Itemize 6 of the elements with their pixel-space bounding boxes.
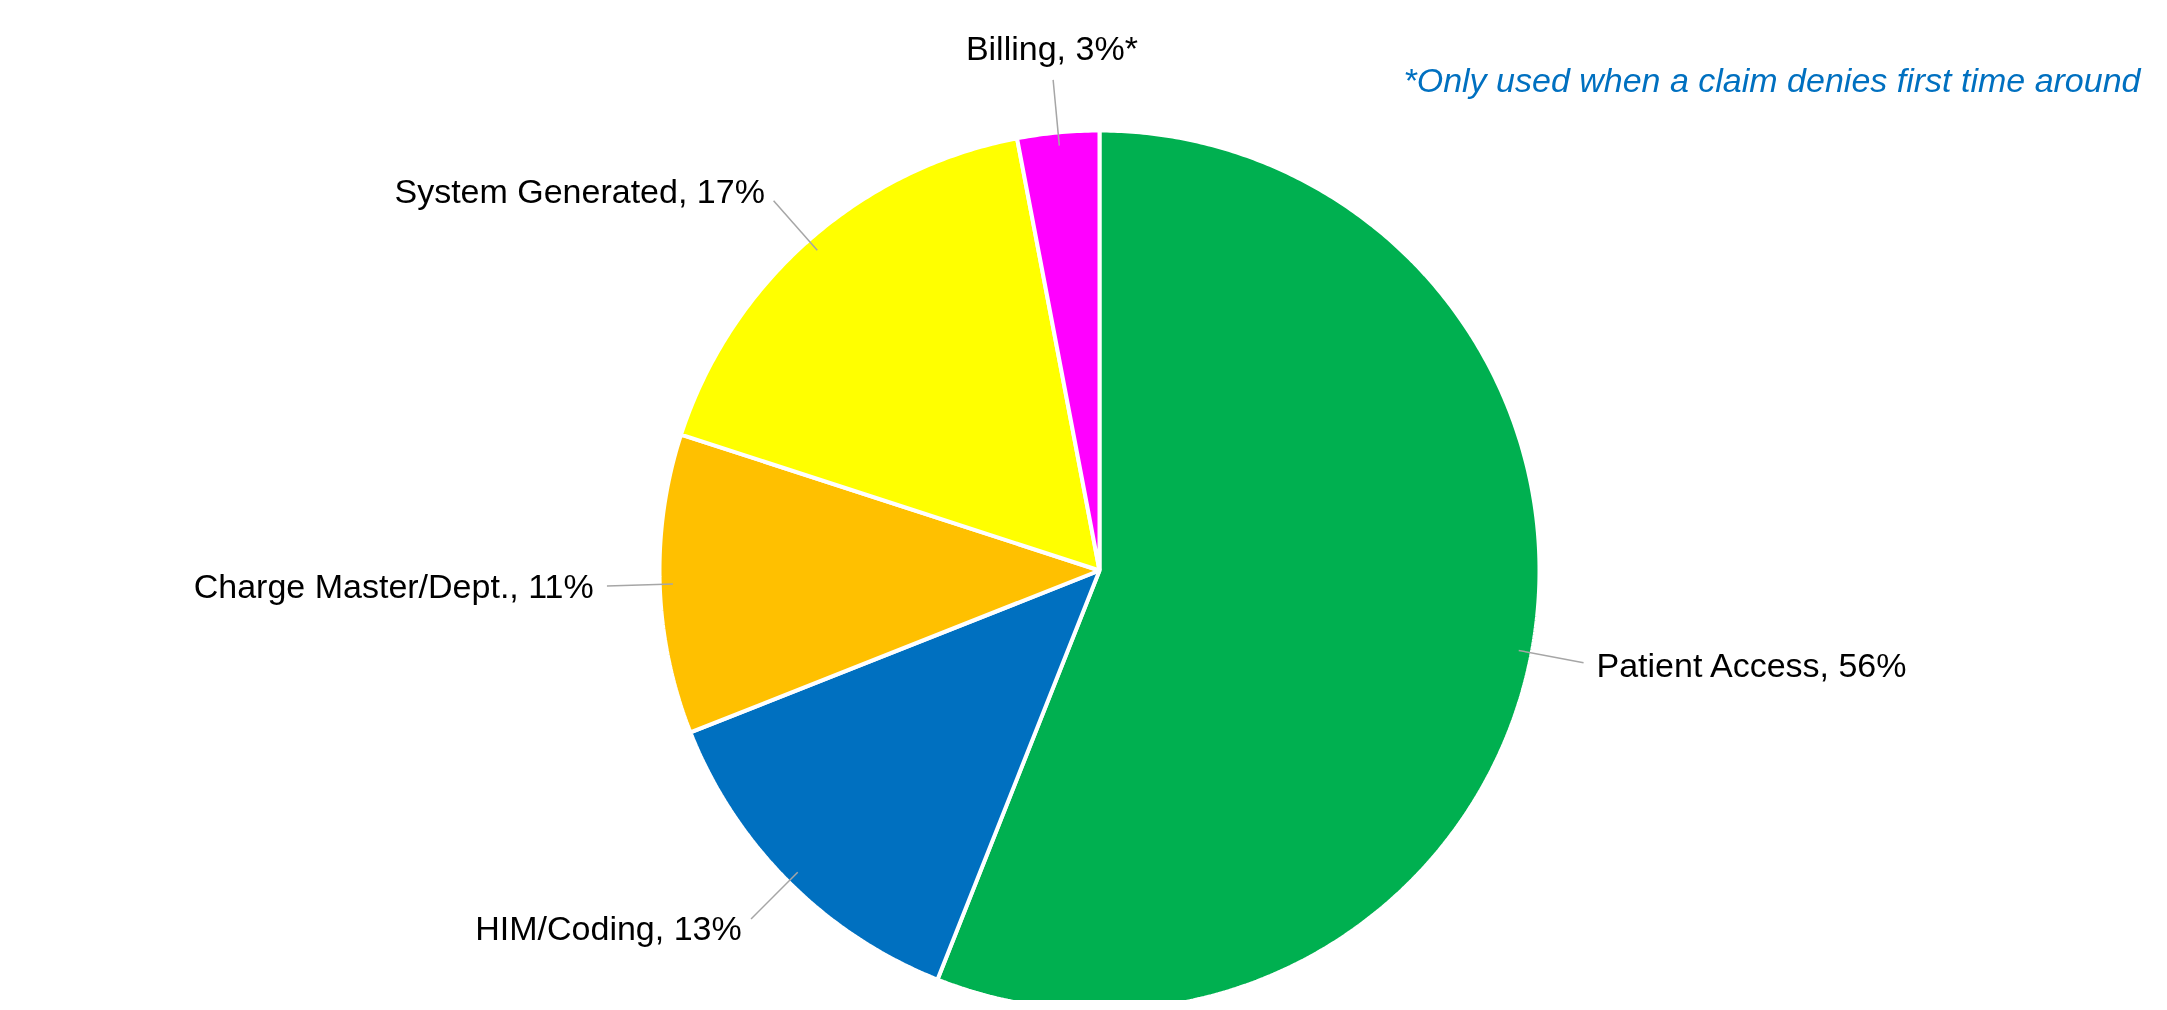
- slice-label: Charge Master/Dept., 11%: [193, 567, 594, 606]
- slice-label: Patient Access, 56%: [1596, 646, 1907, 685]
- slice-label: Billing, 3%*: [965, 28, 1138, 67]
- slice-label: System Generated, 17%: [394, 171, 765, 210]
- text: *Only used when a claim denies first time around: [1403, 60, 2142, 99]
- slice-label: HIM/Coding, 13%: [475, 909, 742, 948]
